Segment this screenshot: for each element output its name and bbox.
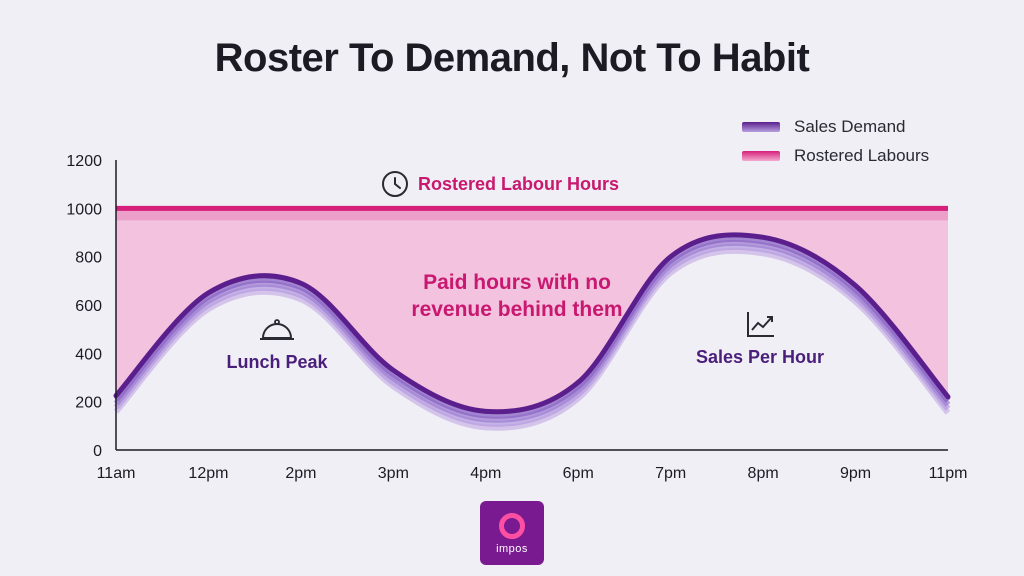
- legend-label: Rostered Labours: [794, 145, 930, 165]
- demand-glow-layer: [113, 247, 951, 431]
- y-tick-label: 1200: [66, 153, 102, 170]
- demand-glow: [113, 235, 951, 431]
- clock-icon: [382, 171, 408, 197]
- logo-ring-icon: [499, 513, 525, 539]
- labour-band: [116, 208, 948, 221]
- y-tick-label: 1000: [66, 201, 102, 218]
- impos-logo: impos: [480, 501, 544, 565]
- demand-line: [113, 232, 951, 415]
- x-tick-label: 2pm: [285, 465, 316, 482]
- logo-text: impos: [496, 543, 528, 555]
- x-tick-label: 8pm: [748, 465, 779, 482]
- gap-annotation-line1: Paid hours with no: [423, 271, 611, 294]
- chart-title: Roster To Demand, Not To Habit: [214, 36, 810, 80]
- y-tick-label: 200: [75, 395, 102, 412]
- x-tick-label: 3pm: [378, 465, 409, 482]
- x-tick-label: 11pm: [929, 465, 968, 482]
- legend-swatch-rostered-labours: [742, 150, 780, 161]
- gap-area: [116, 208, 948, 412]
- x-tick-label: 11am: [97, 465, 136, 482]
- lunch-annotation: Lunch Peak: [226, 352, 328, 372]
- legend-item-sales-demand: Sales Demand: [742, 112, 929, 141]
- x-tick-label: 7pm: [655, 465, 686, 482]
- x-tick-label: 9pm: [840, 465, 871, 482]
- x-tick-label: 12pm: [188, 465, 228, 482]
- trend-chart-icon: [747, 312, 774, 337]
- labour-annotation: Rostered Labour Hours: [418, 174, 619, 194]
- sales-annotation: Sales Per Hour: [696, 347, 824, 367]
- y-tick-label: 400: [75, 346, 102, 363]
- demand-glow-layer: [113, 243, 951, 427]
- gap-annotation-line2: revenue behind them: [411, 298, 622, 321]
- legend-item-rostered-labours: Rostered Labours: [742, 141, 929, 170]
- demand-glow-layer: [113, 235, 951, 419]
- x-tick-label: 4pm: [470, 465, 501, 482]
- x-tick-label: 6pm: [563, 465, 594, 482]
- legend: Sales Demand Rostered Labours: [742, 112, 929, 170]
- cloche-icon: [260, 319, 294, 340]
- legend-label: Sales Demand: [794, 116, 906, 136]
- demand-glow-layer: [113, 239, 951, 423]
- y-tick-label: 0: [93, 443, 102, 460]
- y-tick-label: 600: [75, 298, 102, 315]
- y-tick-label: 800: [75, 250, 102, 267]
- legend-swatch-sales-demand: [742, 121, 780, 132]
